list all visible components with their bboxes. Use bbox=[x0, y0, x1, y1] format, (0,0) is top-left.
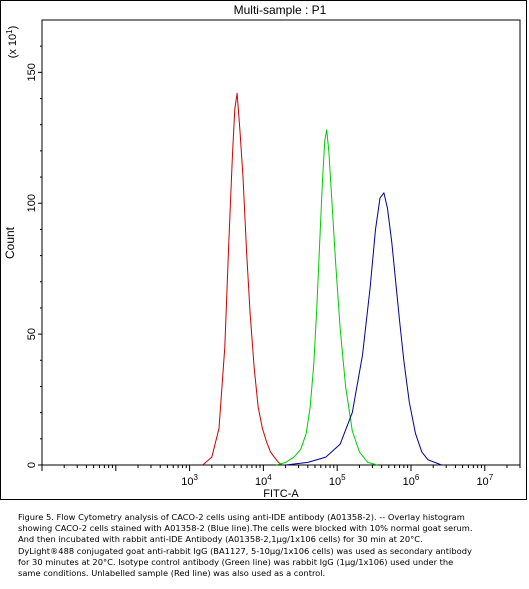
x-tick-label: 107 bbox=[476, 473, 493, 488]
y-axis-ticks: 0 50 100 150 bbox=[26, 45, 42, 468]
caption-line: same conditions. Unlabelled sample (Red … bbox=[18, 568, 326, 579]
histogram-series-1 bbox=[202, 92, 283, 466]
chart-title: Multi-sample : P1 bbox=[234, 3, 327, 17]
x-tick-label: 105 bbox=[329, 473, 346, 488]
histogram-series-2 bbox=[276, 129, 378, 466]
x-axis-label: FITC-A bbox=[263, 488, 299, 500]
figure-frame bbox=[0, 0, 527, 500]
caption-line: And then incubated with rabbit anti-IDE … bbox=[18, 534, 423, 545]
x-tick-label: 103 bbox=[181, 473, 198, 488]
y-tick-label: 150 bbox=[26, 63, 38, 81]
figure-caption: Figure 5. Flow Cytometry analysis of CAC… bbox=[18, 512, 523, 579]
x-tick-label: 104 bbox=[255, 473, 272, 488]
histogram-series-3 bbox=[285, 192, 442, 466]
y-multiplier-label: (x 101) bbox=[5, 26, 19, 59]
caption-line: DyLight®488 conjugated goat anti-rabbit … bbox=[18, 545, 472, 556]
caption-line: showing CACO-2 cells stained with A01358… bbox=[18, 523, 473, 534]
caption-line: Figure 5. Flow Cytometry analysis of CAC… bbox=[18, 512, 465, 522]
y-tick-label: 0 bbox=[26, 462, 38, 468]
y-axis-label: Count bbox=[3, 226, 17, 259]
x-tick-label: 106 bbox=[403, 473, 420, 488]
plot-area bbox=[41, 19, 521, 466]
x-axis-ticks: 103 104 105 106 107 bbox=[41, 465, 521, 488]
caption-line: for 30 minutes at 20°C. Isotype control … bbox=[18, 556, 454, 567]
series-layer bbox=[202, 92, 442, 466]
histogram-chart: Multi-sample : P1 0 50 100 150 103 104 105 106… bbox=[3, 3, 521, 500]
y-tick-label: 100 bbox=[26, 194, 38, 212]
y-tick-label: 50 bbox=[26, 328, 38, 340]
